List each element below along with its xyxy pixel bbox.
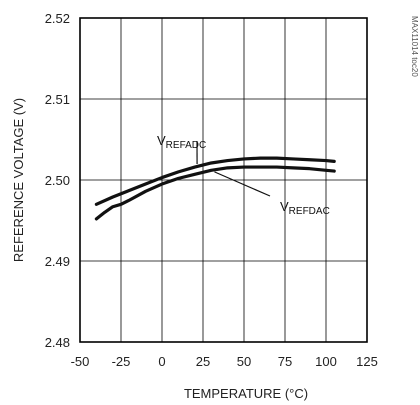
series-label-vrefadc: VREFADC [157, 133, 206, 151]
y-axis-label: REFERENCE VOLTAGE (V) [11, 98, 26, 262]
series-line-vrefadc [94, 156, 336, 206]
x-tick-label: 0 [158, 354, 165, 369]
y-tick-label: 2.51 [45, 92, 70, 107]
x-tick-label: -25 [112, 354, 131, 369]
y-tick-label: 2.52 [45, 11, 70, 26]
x-axis-label: TEMPERATURE (°C) [184, 386, 308, 401]
series-lines [94, 156, 336, 221]
callout-leader-vrefdac [214, 171, 271, 197]
grid [80, 18, 367, 342]
y-tick-label: 2.48 [45, 335, 70, 350]
x-tick-label: -50 [71, 354, 90, 369]
figure-id-watermark: MAX11014 toc20 [410, 16, 419, 77]
plot-frame [79, 17, 368, 343]
x-tick-label: 125 [356, 354, 378, 369]
series-callouts: VREFADC VREFDAC [157, 133, 330, 217]
x-tick-label: 75 [278, 354, 292, 369]
x-tick-label: 100 [315, 354, 337, 369]
series-label-vrefdac: VREFDAC [280, 199, 330, 217]
series-line-vrefdac [94, 165, 336, 221]
y-tick-labels: 2.48 2.49 2.50 2.51 2.52 [45, 11, 70, 350]
y-tick-label: 2.49 [45, 254, 70, 269]
y-tick-label: 2.50 [45, 173, 70, 188]
x-tick-labels: -50 -25 0 25 50 75 100 125 [71, 354, 378, 369]
x-tick-label: 25 [196, 354, 210, 369]
x-tick-label: 50 [237, 354, 251, 369]
